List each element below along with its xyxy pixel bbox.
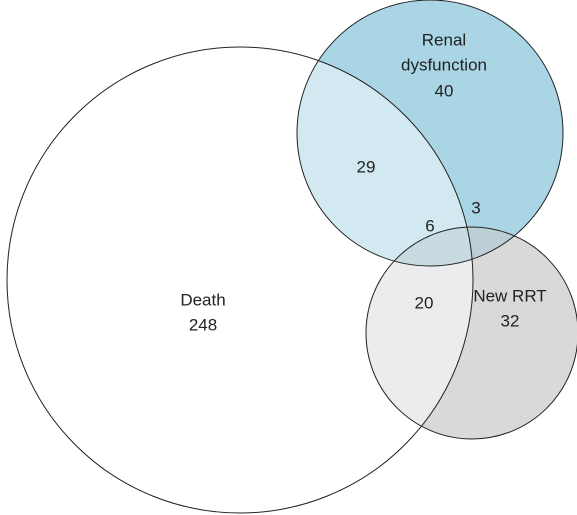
set-label: New RRT	[473, 286, 546, 305]
set-label: dysfunction	[401, 55, 487, 74]
death-outline	[6, 46, 474, 514]
set-count: 248	[189, 315, 217, 334]
set-label: Renal	[422, 30, 466, 49]
set-label: Death	[180, 290, 225, 309]
overlap-count: 29	[357, 157, 376, 176]
overlap-count: 6	[425, 216, 434, 235]
renal-outline	[296, 0, 564, 267]
rrt-outline	[365, 226, 577, 440]
set-count: 40	[435, 81, 454, 100]
overlap-count: 3	[471, 198, 480, 217]
overlap-count: 20	[415, 293, 434, 312]
set-count: 32	[501, 311, 520, 330]
